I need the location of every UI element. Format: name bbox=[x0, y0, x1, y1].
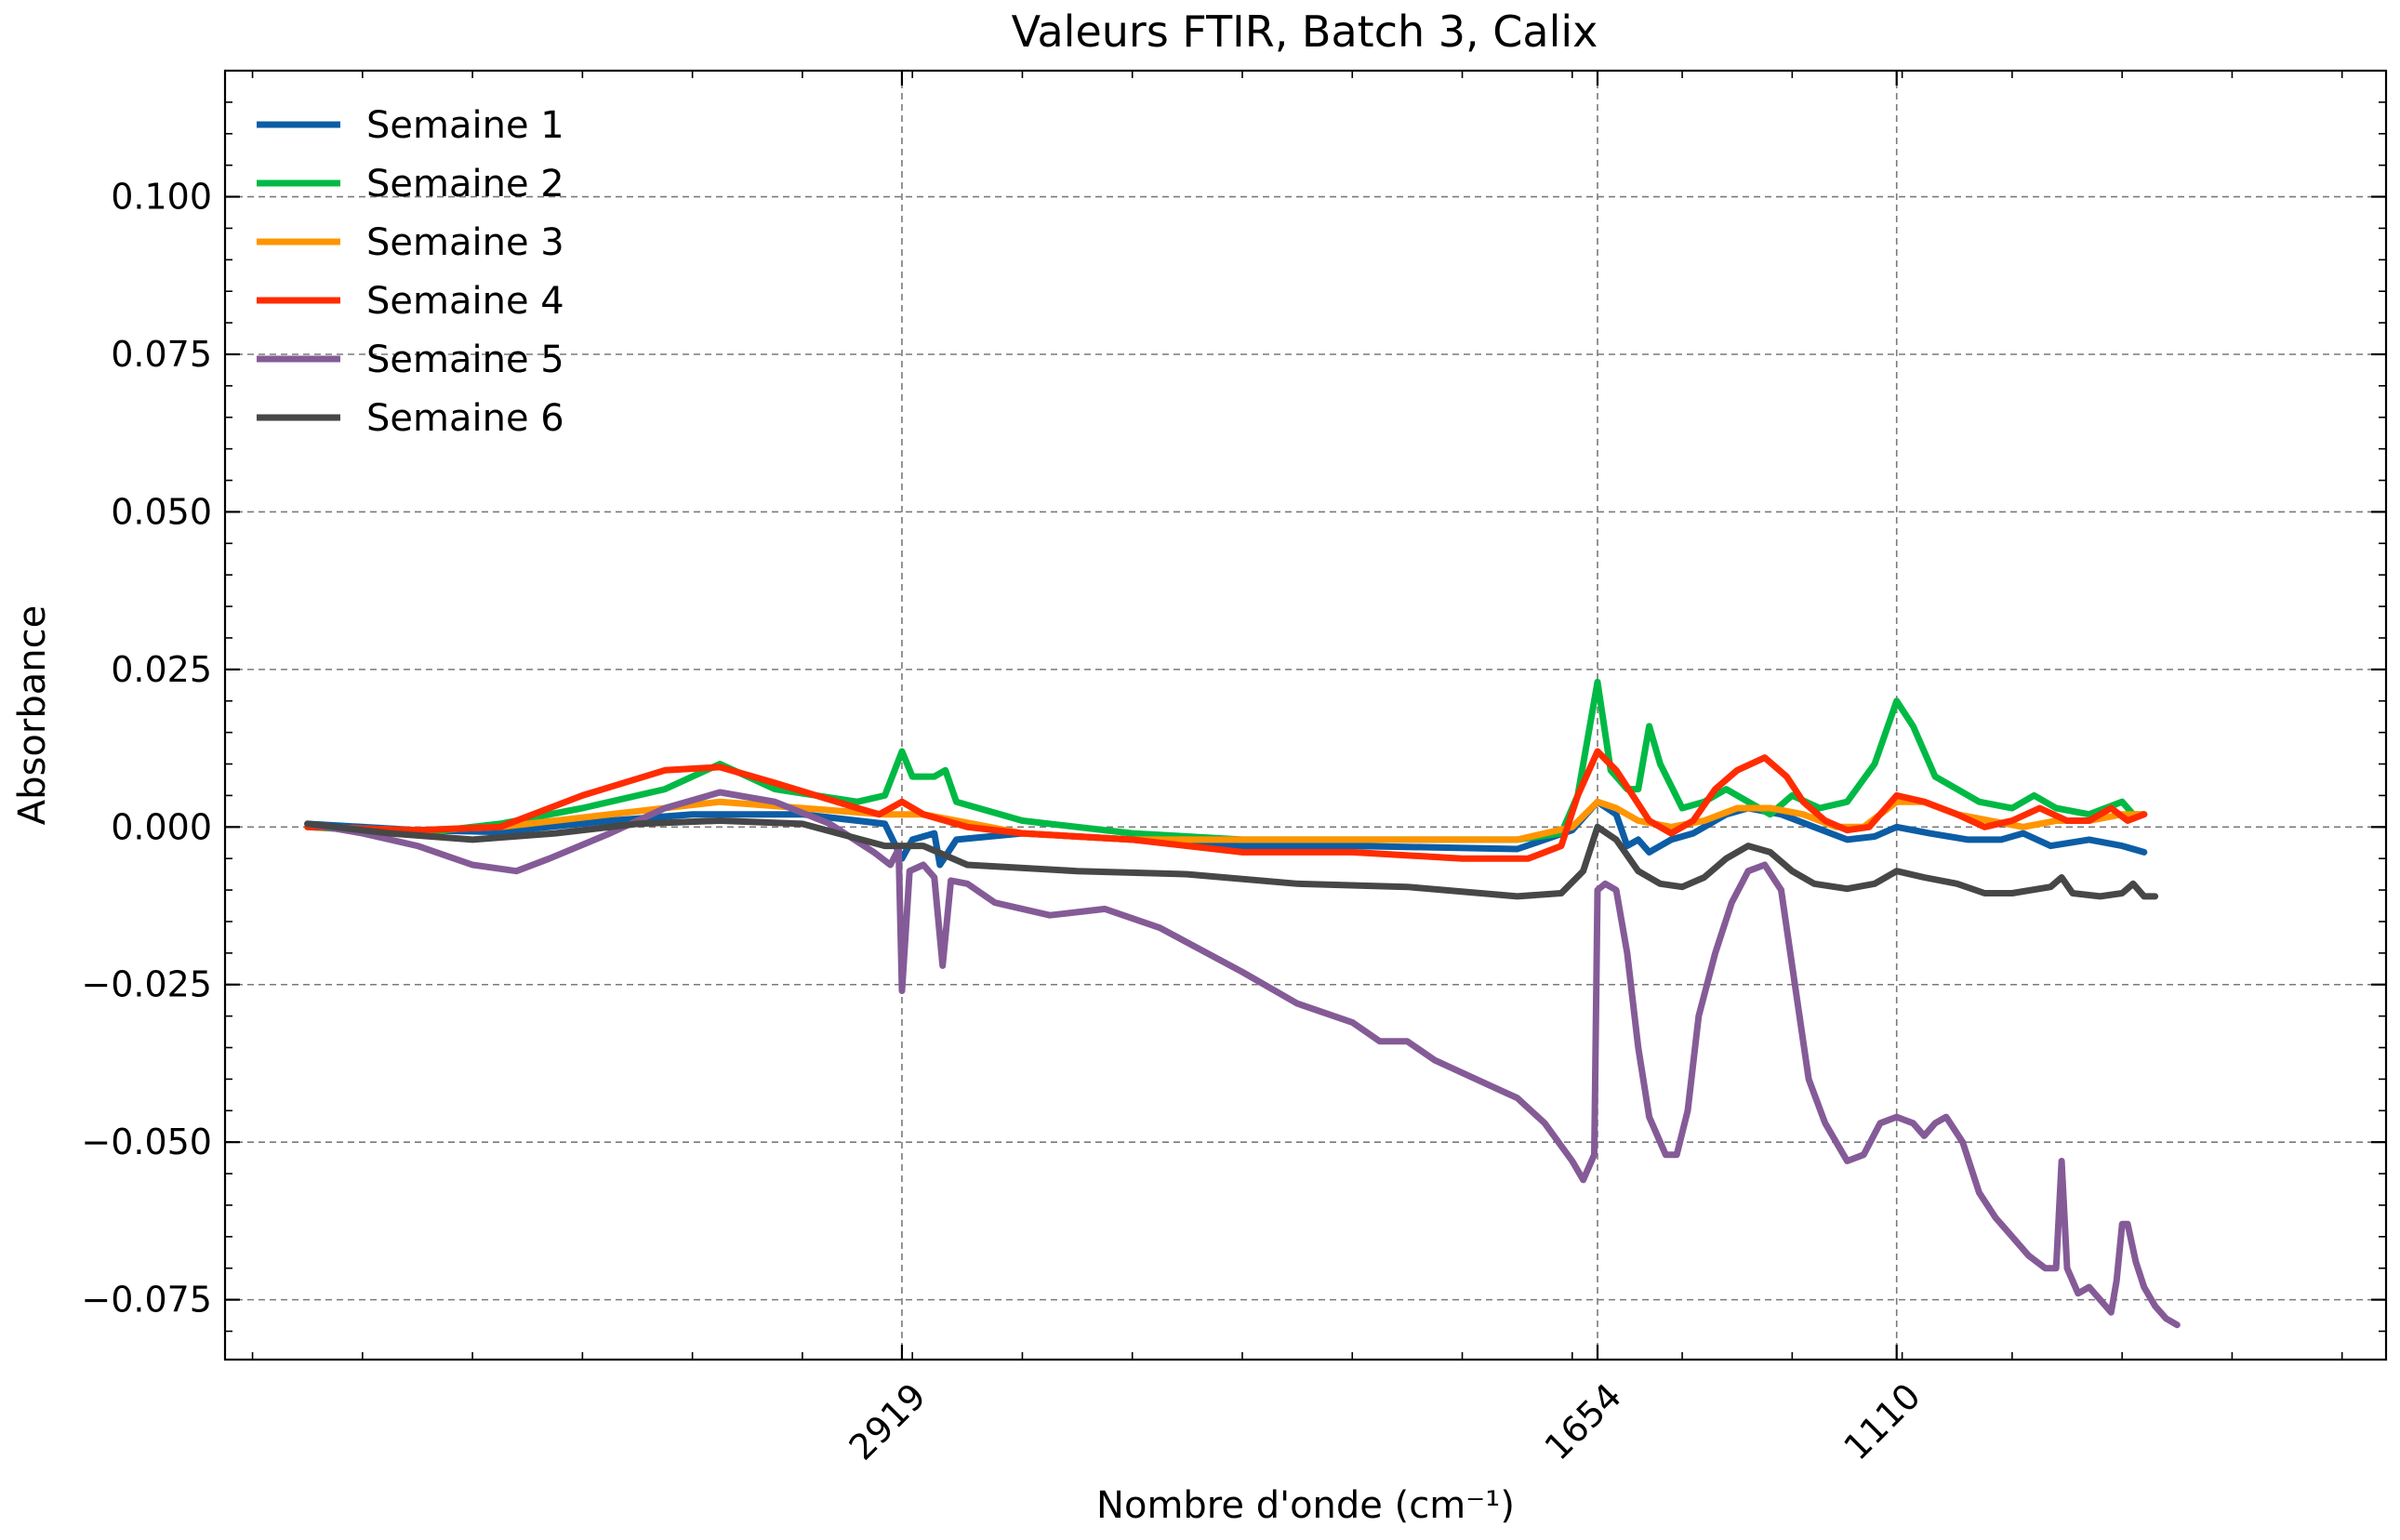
series-line-6 bbox=[304, 817, 2159, 900]
y-tick-label: 0.025 bbox=[111, 649, 212, 690]
series-lines bbox=[304, 678, 2181, 1329]
legend-label-2: Semaine 2 bbox=[366, 163, 564, 206]
legend-label-3: Semaine 3 bbox=[366, 221, 564, 264]
series-line-1 bbox=[304, 798, 2148, 869]
y-tick-label: 0.050 bbox=[111, 491, 212, 532]
y-tick-label: −0.050 bbox=[81, 1122, 212, 1162]
y-tick-label: −0.025 bbox=[81, 964, 212, 1005]
legend-label-1: Semaine 1 bbox=[366, 104, 564, 147]
series-line-5 bbox=[304, 789, 2181, 1329]
y-tick-label: −0.075 bbox=[81, 1280, 212, 1321]
y-tick-label: 0.000 bbox=[111, 806, 212, 847]
x-tick-label: 1110 bbox=[1836, 1375, 1929, 1468]
legend-label-5: Semaine 5 bbox=[366, 339, 564, 381]
legend-label-4: Semaine 4 bbox=[366, 280, 564, 323]
plot-frame bbox=[223, 69, 2388, 1361]
y-tick-label: 0.075 bbox=[111, 334, 212, 375]
series-line-2 bbox=[304, 678, 2148, 843]
x-tick-label: 2919 bbox=[842, 1375, 935, 1468]
x-axis-title: Nombre d'onde (cm⁻¹) bbox=[1096, 1484, 1515, 1527]
series-line-3 bbox=[304, 798, 2148, 843]
legend: Semaine 1 Semaine 2 Semaine 3 Semaine 4 Sema… bbox=[257, 104, 564, 440]
legend-label-6: Semaine 6 bbox=[366, 397, 564, 440]
series-line-4 bbox=[304, 748, 2148, 862]
x-tick-label: 1654 bbox=[1537, 1375, 1630, 1468]
y-axis-title: Absorbance bbox=[11, 605, 54, 825]
y-tick-label: 0.100 bbox=[111, 177, 212, 218]
chart-title: Valeurs FTIR, Batch 3, Calix bbox=[1012, 7, 1598, 57]
